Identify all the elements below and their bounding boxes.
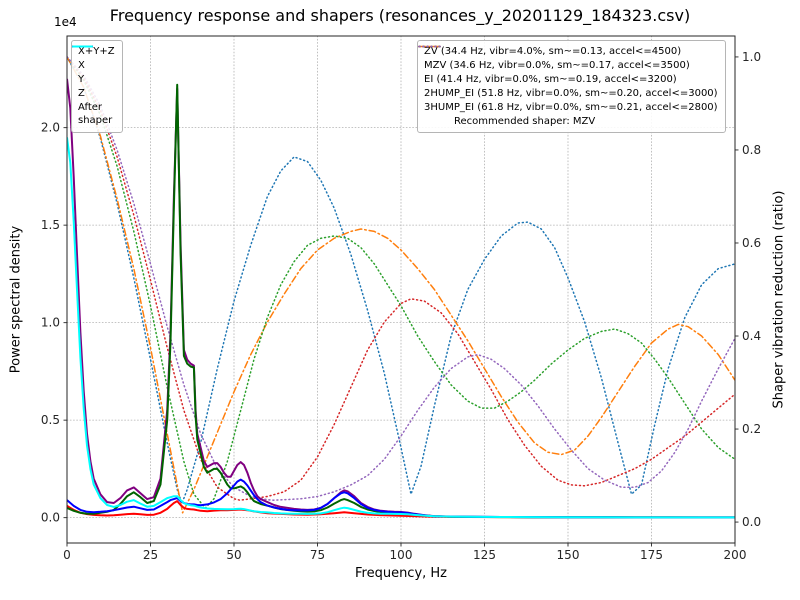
legend-entry-ei: EI (41.4 Hz, vibr=0.0%, sm~=0.19, accel<…: [418, 45, 718, 86]
left-tick-label: 1.5: [41, 218, 60, 232]
legend-entry-after-shaper: After shaper: [72, 45, 115, 127]
tick-labels: 0 25 50 75 100 125 150 175 200 0.0 0.5 1.0 1.5 2.0 0.0…: [41, 50, 761, 562]
legend-entry-zv: ZV (34.4 Hz, vibr=4.0%, sm~=0.13, accel<…: [418, 45, 718, 58]
right-tick-label: 0.0: [742, 515, 761, 529]
psd-line-x: [67, 500, 735, 519]
legend-entry-label: 2HUMP_EI (51.8 Hz, vibr=0.0%, sm~=0.20, …: [424, 88, 718, 99]
left-tick-label: 2.0: [41, 121, 60, 135]
left-axis-multiplier: 1e4: [54, 15, 77, 29]
x-tick-label: 50: [226, 548, 241, 562]
legend-entry-label: After shaper: [78, 102, 113, 126]
psd-curves: [67, 78, 735, 519]
psd-legend: X+Y+Z X Y Z After shaper: [71, 40, 123, 133]
x-tick-label: 0: [63, 548, 71, 562]
legend-entry-mzv: MZV (34.6 Hz, vibr=0.0%, sm~=0.17, accel…: [418, 45, 718, 72]
right-tick-label: 0.2: [742, 422, 761, 436]
shaper-line-3hump-ei: [67, 56, 735, 501]
right-tick-label: 0.4: [742, 329, 761, 343]
x-tick-label: 175: [640, 548, 663, 562]
x-axis-label: Frequency, Hz: [354, 566, 448, 581]
x-tick-label: 100: [390, 548, 413, 562]
legend-line-sample: [72, 45, 93, 48]
right-tick-label: 0.6: [742, 236, 761, 250]
left-tick-label: 0.0: [41, 511, 60, 525]
right-tick-label: 1.0: [742, 50, 761, 64]
psd-line-after-shaper: [67, 137, 735, 519]
legend-entry-label: 3HUMP_EI (61.8 Hz, vibr=0.0%, sm~=0.21, …: [424, 102, 718, 113]
legend-entry-label: EI (41.4 Hz, vibr=0.0%, sm~=0.19, accel<…: [424, 74, 677, 85]
legend-entry-label: X+Y+Z: [78, 46, 115, 57]
legend-entry-label: Y: [78, 74, 85, 85]
legend-entry-label: Z: [78, 88, 85, 99]
legend-entry-y: Y: [72, 45, 115, 86]
x-tick-label: 25: [143, 548, 158, 562]
shaper-legend: ZV (34.4 Hz, vibr=4.0%, sm~=0.13, accel<…: [417, 40, 726, 133]
x-tick-label: 200: [724, 548, 747, 562]
right-tick-label: 0.8: [742, 143, 761, 157]
legend-entry-z: Z: [72, 45, 115, 100]
legend-entry-3hump-ei: 3HUMP_EI (61.8 Hz, vibr=0.0%, sm~=0.21, …: [418, 45, 718, 114]
legend-entry-label: ZV (34.4 Hz, vibr=4.0%, sm~=0.13, accel<…: [424, 46, 682, 57]
legend-entry-2hump-ei: 2HUMP_EI (51.8 Hz, vibr=0.0%, sm~=0.20, …: [418, 45, 718, 100]
x-tick-label: 125: [473, 548, 496, 562]
left-tick-label: 0.5: [41, 413, 60, 427]
legend-line-sample: [418, 45, 443, 48]
x-tick-label: 150: [557, 548, 580, 562]
left-tick-label: 1.0: [41, 316, 60, 330]
shaper-line-2hump-ei: [67, 56, 735, 501]
recommended-shaper-note: Recommended shaper: MZV: [454, 116, 596, 127]
legend-entry-label: X: [78, 60, 85, 71]
x-tick-label: 75: [310, 548, 325, 562]
chart-title: Frequency response and shapers (resonanc…: [109, 6, 691, 25]
legend-entry-x: X: [72, 45, 115, 72]
shaper-line-ei: [67, 56, 735, 509]
legend-entry-label: MZV (34.6 Hz, vibr=0.0%, sm~=0.17, accel…: [424, 60, 690, 71]
tick-marks: [63, 56, 739, 547]
